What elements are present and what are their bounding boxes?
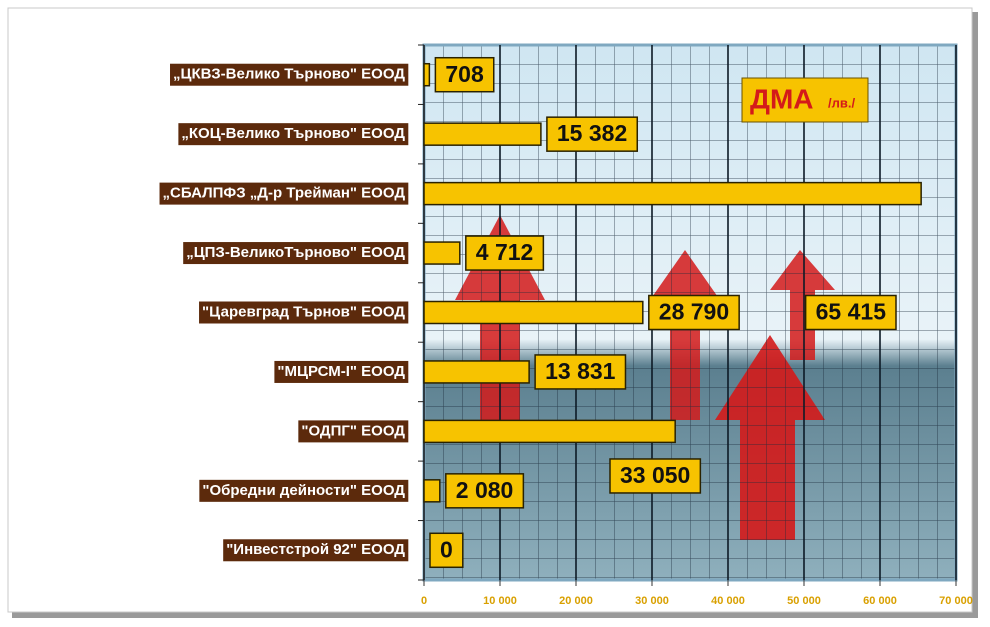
chart-subtitle: /лв./: [828, 95, 855, 110]
bar: [423, 300, 644, 325]
value-label: 28 790: [659, 299, 729, 325]
title-background: [741, 77, 869, 123]
value-label: 13 831: [545, 358, 616, 384]
y-tick-label: „ЦКВЗ-Велико Търново" ЕООД: [173, 66, 405, 83]
title-box: ДМА /лв./: [741, 77, 869, 123]
value-label: 4 712: [476, 239, 534, 265]
value-label-box: [546, 116, 639, 152]
x-tick-label: 60 000: [863, 595, 897, 607]
value-label-box: [445, 473, 525, 509]
bar: [423, 360, 530, 384]
value-label-box: [648, 294, 740, 331]
category-label-background: [298, 420, 409, 443]
value-label-box: [465, 235, 545, 271]
category-label-background: [178, 123, 409, 146]
value-label: 2 080: [456, 477, 514, 503]
y-tick-label: "Инвестстрой 92" ЕООД: [226, 541, 405, 558]
value-label: 708: [445, 61, 484, 87]
y-tick-label: „СБАЛПФЗ „Д-р Трейман" ЕООД: [163, 185, 406, 202]
category-label-background: [199, 479, 409, 502]
x-tick-label: 50 000: [787, 595, 821, 607]
value-label-box: [429, 532, 464, 569]
chart-title: ДМА: [750, 83, 814, 114]
x-tick-label: 0: [421, 595, 427, 607]
value-label-box: [434, 56, 495, 93]
x-tick-label: 20 000: [559, 595, 593, 607]
value-label-box: [609, 458, 702, 494]
y-tick-label: "ОДПГ" ЕООД: [301, 422, 405, 439]
value-label: 33 050: [620, 462, 690, 488]
category-label-background: [170, 63, 409, 86]
bar: [423, 122, 542, 146]
value-label: 0: [440, 536, 453, 562]
y-tick-label: „ЦПЗ-ВеликоТърново" ЕООД: [186, 244, 405, 261]
value-label-box: [804, 294, 897, 331]
category-label-background: [274, 360, 409, 383]
bar: [423, 181, 922, 206]
bar: [423, 62, 431, 87]
value-label: 15 382: [557, 120, 627, 146]
x-tick-label: 30 000: [635, 595, 669, 607]
x-tick-label: 70 000: [939, 595, 973, 607]
category-label-background: [199, 301, 409, 324]
value-label: 65 415: [816, 299, 887, 325]
value-label-box: [534, 354, 627, 390]
bar: [423, 479, 441, 503]
y-tick-label: "МЦРСМ-I" ЕООД: [277, 363, 405, 380]
y-tick-label: "Обредни дейности" ЕООД: [202, 482, 405, 499]
bar: [423, 419, 676, 444]
category-label-background: [223, 539, 409, 562]
category-label-background: [159, 182, 409, 205]
category-label-background: [183, 242, 409, 265]
x-tick-label: 10 000: [483, 595, 517, 607]
x-tick-label: 40 000: [711, 595, 745, 607]
y-tick-label: „КОЦ-Велико Търново" ЕООД: [181, 125, 405, 142]
y-tick-label: "Царевград Търнов" ЕООД: [202, 303, 405, 320]
bar: [423, 241, 461, 265]
